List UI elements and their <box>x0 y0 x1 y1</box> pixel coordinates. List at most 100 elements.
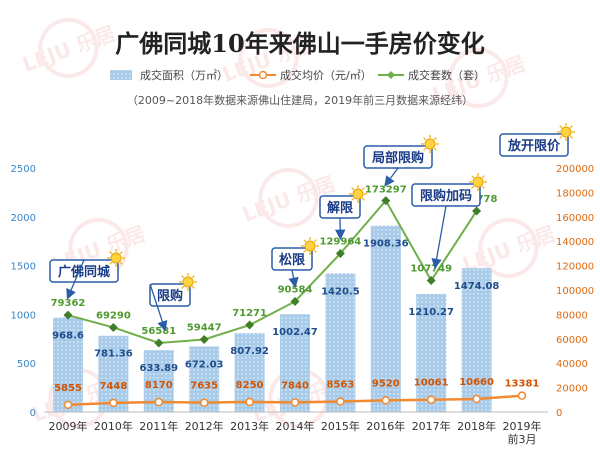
bar-value-label: 1210.27 <box>408 307 454 318</box>
sun-ray <box>423 147 427 151</box>
sun-icon <box>560 126 572 138</box>
bar-value-label: 968.6 <box>52 330 84 341</box>
sun-ray <box>569 125 573 129</box>
price-point <box>426 395 436 404</box>
annotation-callout: 限购 <box>149 273 197 332</box>
price-point <box>245 397 254 407</box>
sun-ray <box>361 187 365 191</box>
deals-point <box>245 320 255 330</box>
bar-value-label: 1474.08 <box>454 281 500 292</box>
sun-ray <box>119 251 123 255</box>
price-point <box>109 398 118 408</box>
bar <box>370 225 401 412</box>
sun-icon <box>352 188 364 200</box>
annotation-callout: 松限 <box>271 237 319 289</box>
x-tick-label: 2018年 <box>457 419 496 433</box>
right-tick-label: 140000 <box>556 237 594 248</box>
right-tick-label: 120000 <box>556 262 594 273</box>
sun-ray <box>181 285 185 289</box>
sun-icon <box>304 240 316 252</box>
annotation-arrow <box>66 259 85 300</box>
legend-swatch-bar <box>110 70 132 80</box>
sun-ray <box>481 185 485 189</box>
price-point <box>154 397 164 407</box>
deals-value-label: 129964 <box>320 236 362 247</box>
deals-point <box>426 276 436 286</box>
left-tick-label: 2500 <box>11 164 36 175</box>
right-tick-label: 60000 <box>556 335 588 346</box>
bar-value-label: 672.03 <box>185 359 224 370</box>
deals-point <box>63 310 73 320</box>
sun-ray <box>351 187 355 191</box>
legend-label: 成交面积（万㎡） <box>140 68 228 82</box>
annotation-text: 解限 <box>326 200 354 216</box>
right-tick-label: 20000 <box>556 384 588 395</box>
price-point <box>472 394 481 404</box>
deals-point <box>381 196 391 206</box>
left-tick-label: 1000 <box>11 310 36 321</box>
price-value-label: 8250 <box>236 380 264 391</box>
sun-ray <box>471 175 475 179</box>
x-tick-label: 2012年 <box>185 419 224 433</box>
deals-value-label: 173297 <box>365 185 407 196</box>
x-tick-label: 2017年 <box>412 419 451 433</box>
left-tick-label: 2000 <box>11 213 36 224</box>
sun-ray <box>313 249 317 253</box>
left-tick-label: 1500 <box>11 262 36 273</box>
price-value-label: 10660 <box>459 377 494 388</box>
x-tick-label: 2016年 <box>366 419 405 433</box>
sun-ray <box>313 239 317 243</box>
legend-marker-circle <box>258 70 268 80</box>
deals-value-label: 69290 <box>96 310 131 321</box>
x-tick-label: 2009年 <box>49 419 88 433</box>
annotation-arrow <box>149 283 168 332</box>
price-point <box>199 398 209 407</box>
price-value-label: 7635 <box>190 381 218 392</box>
deals-point <box>154 338 164 348</box>
watermark-ring <box>478 217 539 278</box>
price-value-label: 13381 <box>505 379 540 390</box>
deals-point <box>199 334 209 344</box>
annotation-arrow <box>288 269 299 289</box>
watermark-ring <box>238 27 299 88</box>
bar-value-label: 1002.47 <box>272 327 318 338</box>
right-axis: 0 20000 40000 60000 80000 100000 120000 140000 1… <box>556 164 594 419</box>
annotation-callout: 局部限购 <box>363 135 439 187</box>
annotation-arrow <box>384 167 399 187</box>
sun-ray <box>109 251 113 255</box>
legend-label: 成交套数（套） <box>408 68 485 82</box>
x-tick-label: 2015年 <box>321 419 360 433</box>
x-tick-label: 2019年 <box>503 419 542 433</box>
left-axis: 0 500 1000 1500 2000 2500 <box>11 164 36 419</box>
deals-point <box>335 248 345 258</box>
left-tick-label: 500 <box>17 359 36 370</box>
annotation-arrow <box>431 205 447 270</box>
deals-value-label: 71271 <box>232 308 267 319</box>
sun-icon <box>182 276 194 288</box>
price-point <box>381 396 391 405</box>
price-value-label: 9520 <box>372 378 400 389</box>
deals-point <box>472 206 482 216</box>
line-series: 5855 7448 8170 7635 8250 7840 8563 9520 10061 106… <box>51 185 540 410</box>
sun-icon <box>472 176 484 188</box>
sun-ray <box>361 197 365 201</box>
bar <box>461 268 492 412</box>
right-tick-label: 160000 <box>556 213 594 224</box>
bar <box>325 273 356 412</box>
price-value-label: 8563 <box>326 380 354 391</box>
annotation-box <box>149 283 191 307</box>
annotation-callout: 放开限价 <box>499 123 575 157</box>
sun-ray <box>559 135 563 139</box>
annotation-callout: 限购加码 <box>411 173 487 270</box>
right-tick-label: 80000 <box>556 310 588 321</box>
right-tick-label: 100000 <box>556 286 594 297</box>
bar-value-label: 1420.5 <box>321 286 360 297</box>
price-point <box>63 400 73 410</box>
legend-marker-diamond <box>387 71 395 79</box>
legend: 成交面积（万㎡） 成交均价（元/㎡） 成交套数（套） <box>110 68 485 82</box>
sun-ray <box>569 135 573 139</box>
watermark-text: LEJU 乐居 <box>19 21 118 77</box>
